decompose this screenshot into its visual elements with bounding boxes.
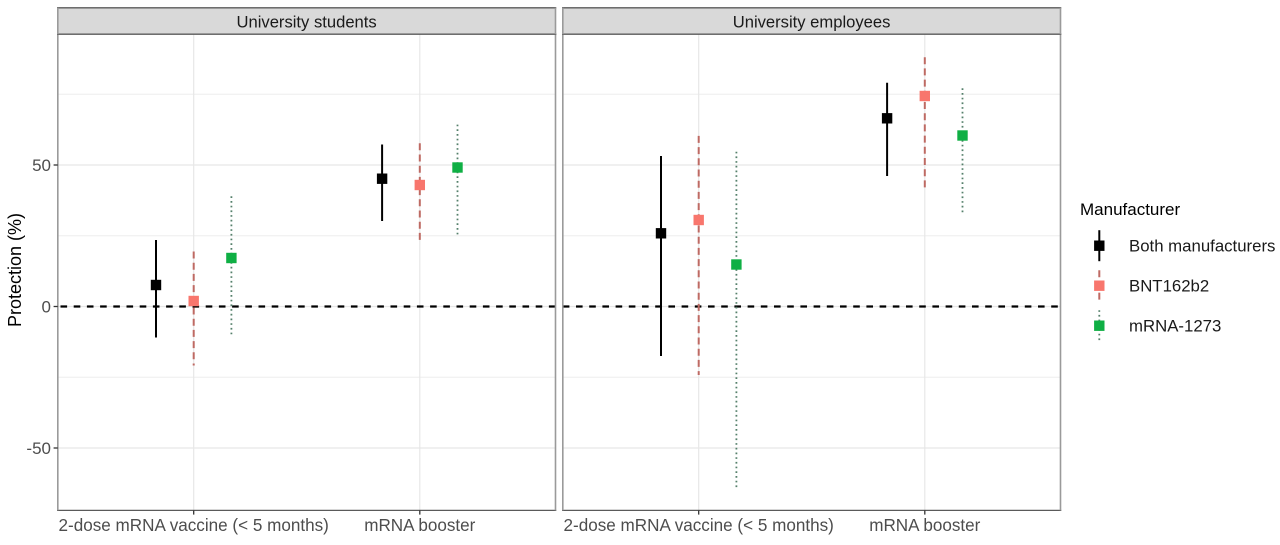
svg-text:50: 50 — [32, 156, 51, 175]
svg-text:Manufacturer: Manufacturer — [1080, 200, 1180, 219]
svg-text:BNT162b2: BNT162b2 — [1129, 276, 1209, 295]
svg-text:2-dose mRNA vaccine (< 5 month: 2-dose mRNA vaccine (< 5 months) — [59, 516, 329, 535]
svg-text:-50: -50 — [26, 439, 51, 458]
svg-text:Protection (%): Protection (%) — [5, 213, 25, 327]
svg-text:2-dose mRNA vaccine (< 5 month: 2-dose mRNA vaccine (< 5 months) — [564, 516, 834, 535]
svg-text:University students: University students — [237, 12, 377, 31]
svg-text:mRNA-1273: mRNA-1273 — [1129, 316, 1221, 335]
svg-text:mRNA booster: mRNA booster — [364, 516, 475, 535]
svg-text:University employees: University employees — [733, 12, 891, 31]
svg-text:0: 0 — [42, 298, 51, 317]
svg-text:Both manufacturers: Both manufacturers — [1129, 236, 1275, 255]
svg-text:mRNA booster: mRNA booster — [869, 516, 980, 535]
